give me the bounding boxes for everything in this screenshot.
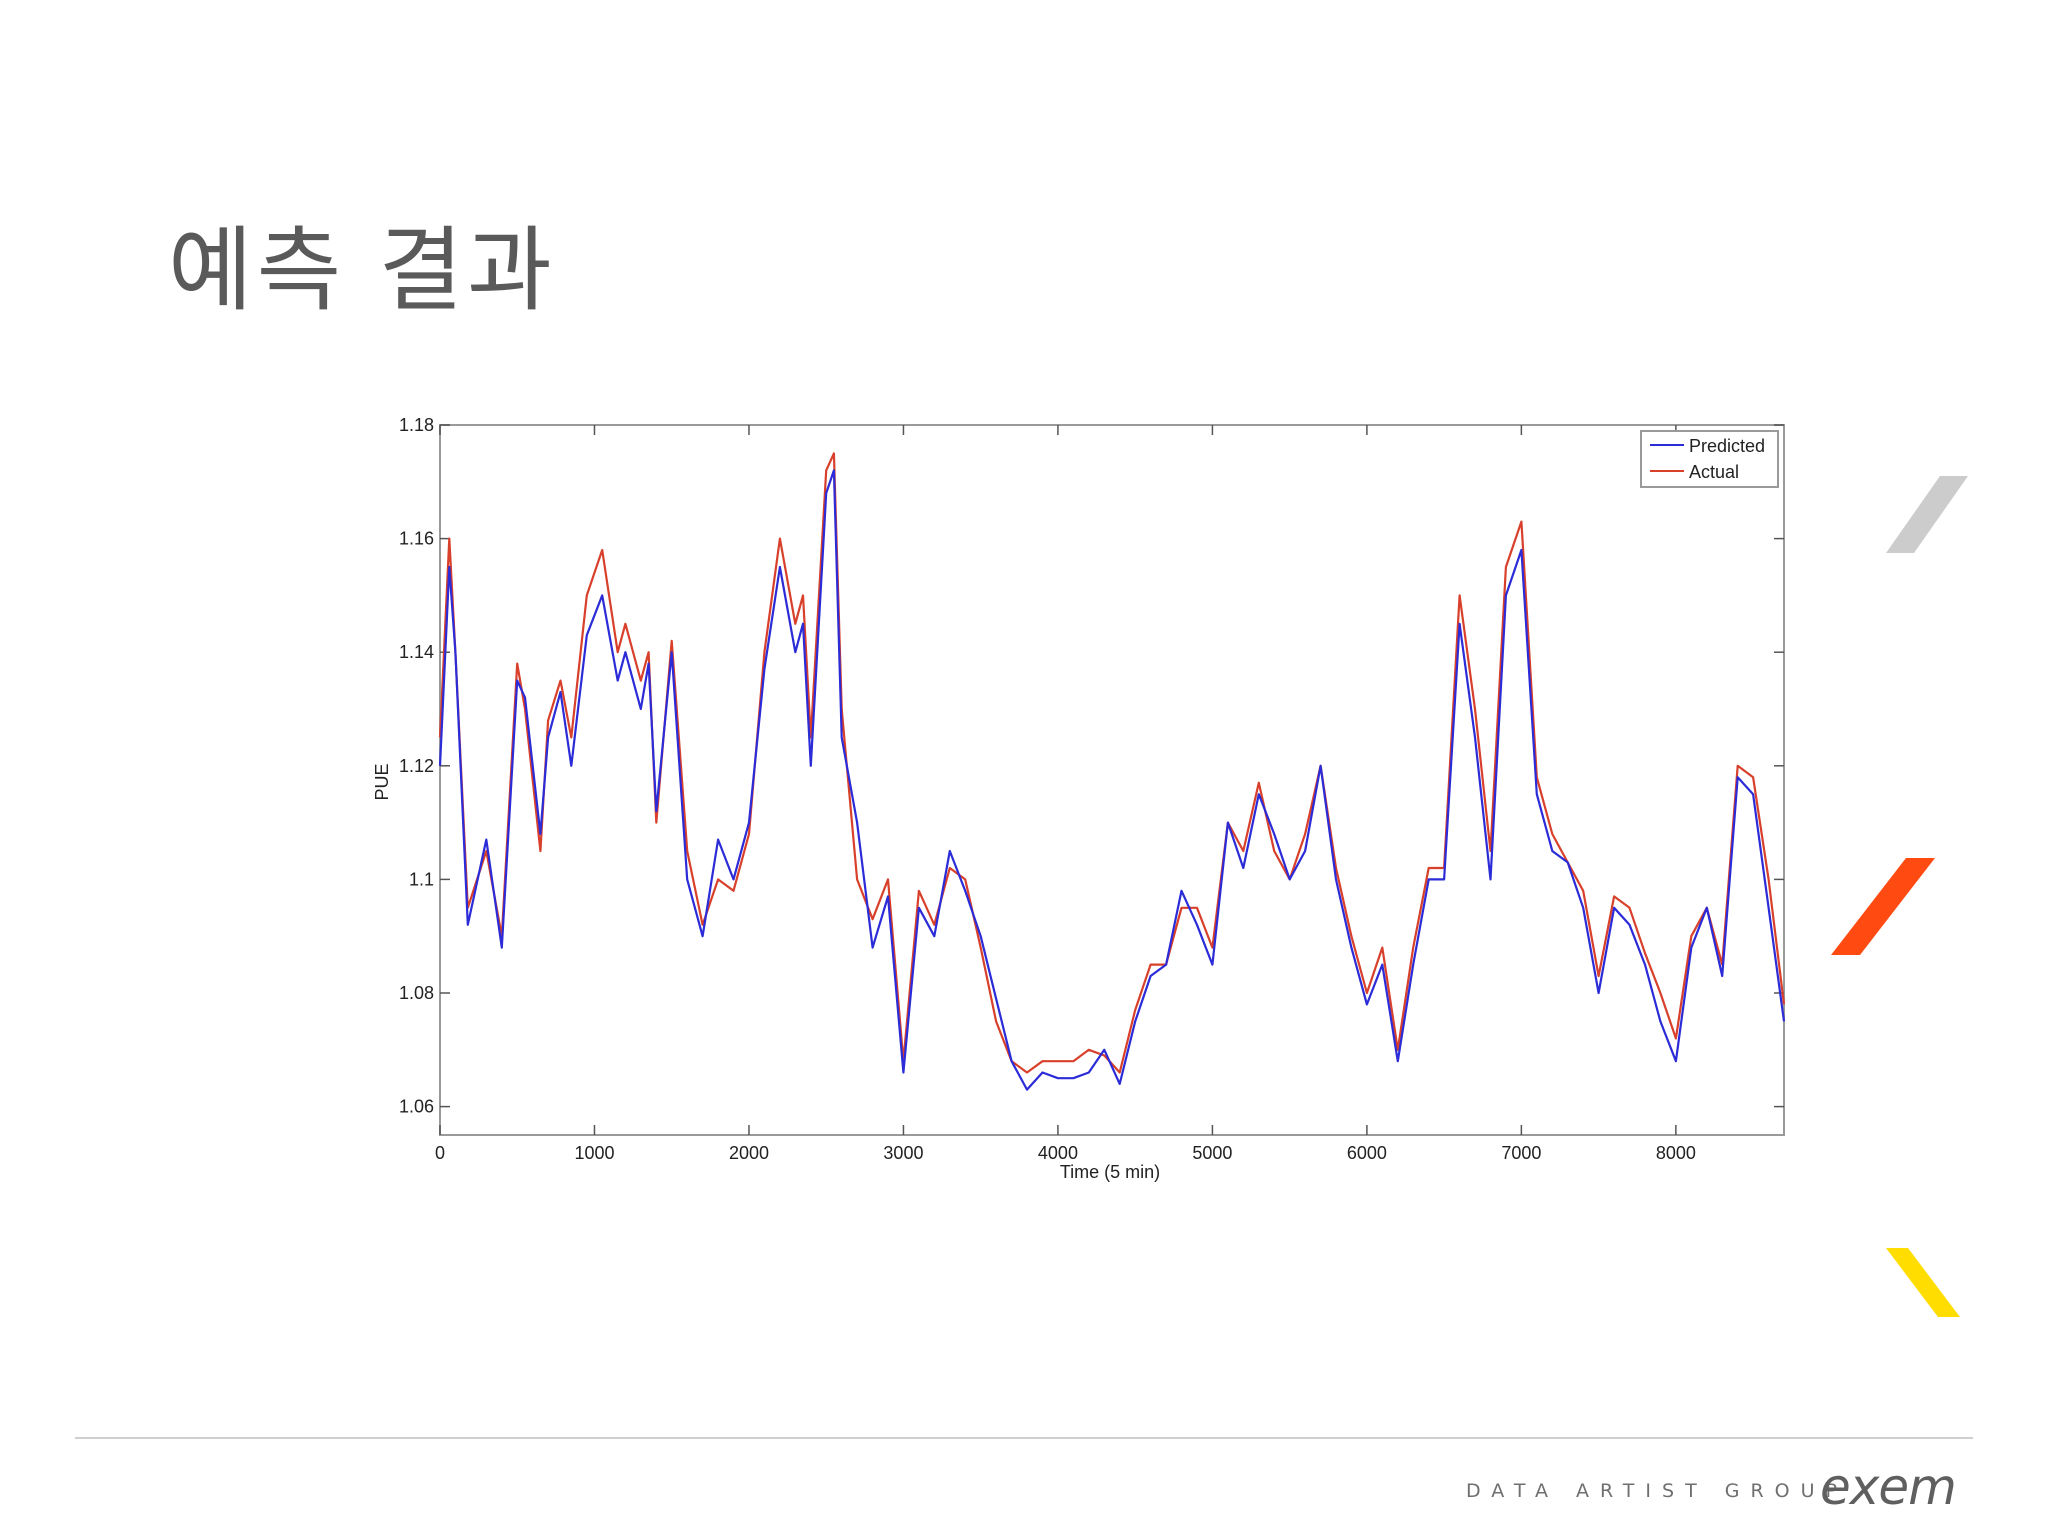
x-tick-label: 3000 <box>883 1143 923 1163</box>
legend-box <box>1640 430 1779 488</box>
chart-legend: Predicted Actual <box>1640 430 1779 488</box>
accent-slash-yellow <box>1886 1248 1960 1317</box>
y-tick-label: 1.18 <box>399 415 434 435</box>
y-tick-label: 1.14 <box>399 642 434 662</box>
exem-logo: exem <box>1820 1458 1957 1516</box>
y-tick-label: 1.08 <box>399 983 434 1003</box>
accent-slash-orange <box>1831 858 1935 955</box>
series-layer <box>438 452 1786 1091</box>
y-axis-label: PUE <box>372 763 392 800</box>
y-tick-label: 1.06 <box>399 1097 434 1117</box>
slide-title: 예측 결과 <box>168 217 556 324</box>
legend-label-actual: Actual <box>1689 462 1739 482</box>
x-tick-label: 4000 <box>1038 1143 1078 1163</box>
x-axis-label: Time (5 min) <box>1060 1162 1160 1182</box>
plot-frame <box>439 424 1785 1136</box>
footer-divider <box>75 1437 1973 1439</box>
y-tick-label: 1.12 <box>399 756 434 776</box>
x-tick-label: 7000 <box>1501 1143 1541 1163</box>
x-tick-label: 8000 <box>1656 1143 1696 1163</box>
x-tick-label: 1000 <box>574 1143 614 1163</box>
y-tick-label: 1.1 <box>409 869 434 889</box>
predicted-series-line <box>438 469 1786 1091</box>
x-tick-label: 6000 <box>1347 1143 1387 1163</box>
footer-tagline: DATA ARTIST GROUP <box>1466 1480 1848 1502</box>
x-tick-label: 2000 <box>729 1143 769 1163</box>
x-tick-label: 5000 <box>1192 1143 1232 1163</box>
legend-label-predicted: Predicted <box>1689 436 1765 456</box>
axis-ticks: 0 1000 2000 3000 4000 5000 6000 7000 8000 1.06 1.0… <box>399 415 1784 1163</box>
x-tick-label: 0 <box>435 1143 445 1163</box>
actual-series-line <box>438 452 1786 1074</box>
y-tick-label: 1.16 <box>399 529 434 549</box>
accent-slash-gray <box>1886 476 1968 553</box>
